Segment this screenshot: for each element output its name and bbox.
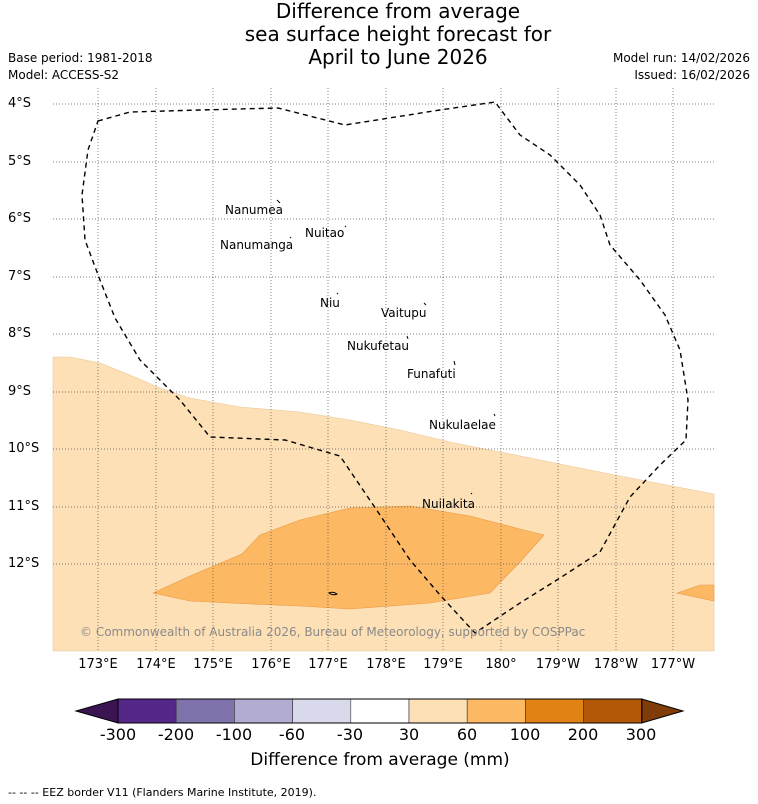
cb-tick-m300: -300 xyxy=(99,725,137,744)
place-vaitupu: Vaitupu xyxy=(381,306,427,320)
colorbar-segment xyxy=(583,698,643,724)
colorbar-extend-high xyxy=(641,698,685,724)
island-markers xyxy=(276,199,496,596)
island-nanumanga-marker xyxy=(289,236,292,239)
cb-tick-60: 60 xyxy=(456,725,478,744)
copyright-notice: © Commonwealth of Australia 2026, Bureau… xyxy=(80,625,586,639)
model-run: Model run: 14/02/2026 xyxy=(612,51,750,65)
colorbar-segment xyxy=(292,698,352,724)
lon-label-175e: 175°E xyxy=(193,657,233,672)
colorbar-title: Difference from average (mm) xyxy=(250,750,510,770)
cb-tick-30: 30 xyxy=(398,725,420,744)
eez-legend-footnote: -- -- -- EEZ border V11 (Flanders Marine… xyxy=(8,786,317,799)
colorbar-segment xyxy=(408,698,468,724)
island-niu-marker xyxy=(336,292,339,295)
cb-tick-100: 100 xyxy=(509,725,541,744)
place-nuitao: Nuitao xyxy=(305,226,345,240)
place-funafuti: Funafuti xyxy=(407,367,456,381)
meta-right: Model run: 14/02/2026 Issued: 16/02/2026 xyxy=(613,50,750,84)
cb-tick-300: 300 xyxy=(625,725,657,744)
lat-label-10s: 10°S xyxy=(8,441,40,456)
chart-title: Difference from average sea surface heig… xyxy=(0,0,758,69)
colorbar-segment xyxy=(525,698,584,724)
meta-left: Base period: 1981-2018 Model: ACCESS-S2 xyxy=(8,50,153,84)
colorbar-segment xyxy=(466,698,526,724)
lon-label-180: 180° xyxy=(485,657,517,672)
lat-label-5s: 5°S xyxy=(8,154,32,169)
colorbar-extend-low xyxy=(74,698,119,724)
island-nukufetau-marker xyxy=(406,335,409,340)
cb-tick-m30: -30 xyxy=(336,725,364,744)
anomaly-region-60-100-east xyxy=(675,584,715,602)
title-line-2: sea surface height forecast for xyxy=(244,22,552,46)
island-nukulaelae-marker xyxy=(493,413,496,417)
lat-label-4s: 4°S xyxy=(8,96,32,111)
island-nuilakita-marker xyxy=(470,492,473,495)
colorbar-segment xyxy=(234,698,293,724)
cb-tick-m60: -60 xyxy=(278,725,306,744)
lon-label-179e: 179°E xyxy=(423,657,463,672)
island-nuitao-marker xyxy=(344,225,347,228)
place-nuilakita: Nuilakita xyxy=(422,497,475,511)
island-funafuti-marker xyxy=(453,360,456,366)
cb-tick-m200: -200 xyxy=(157,725,195,744)
lon-label-179w: 179°W xyxy=(535,657,581,672)
place-nanumanga: Nanumanga xyxy=(220,238,294,252)
title-line-3: April to June 2026 xyxy=(308,45,488,69)
eez-border xyxy=(81,101,689,634)
colorbar-segment xyxy=(175,698,235,724)
lon-label-177w: 177°W xyxy=(650,657,696,672)
lon-label-176e: 176°E xyxy=(251,657,291,672)
lon-label-177e: 177°E xyxy=(308,657,348,672)
place-nukulaelae: Nukulaelae xyxy=(429,418,496,432)
cb-tick-m100: -100 xyxy=(215,725,253,744)
lon-label-174e: 174°E xyxy=(136,657,176,672)
model-name: Model: ACCESS-S2 xyxy=(8,68,120,82)
anomaly-region-60-100 xyxy=(152,505,545,610)
base-period: Base period: 1981-2018 xyxy=(8,51,153,65)
colorbar-outline xyxy=(117,698,643,724)
place-nanumea: Nanumea xyxy=(225,203,283,217)
lon-label-178e: 178°E xyxy=(366,657,406,672)
place-nukufetau: Nukufetau xyxy=(347,339,410,353)
lat-label-12s: 12°S xyxy=(8,556,40,571)
colorbar xyxy=(74,698,685,724)
lat-label-8s: 8°S xyxy=(8,326,32,341)
place-niu: Niu xyxy=(320,296,340,310)
cb-tick-200: 200 xyxy=(567,725,599,744)
issued-date: Issued: 16/02/2026 xyxy=(634,68,750,82)
colorbar-segment xyxy=(117,698,177,724)
grid-lines xyxy=(53,88,714,651)
lat-label-11s: 11°S xyxy=(8,499,40,514)
lon-label-178w: 178°W xyxy=(593,657,639,672)
lat-label-7s: 7°S xyxy=(8,269,32,284)
colorbar-segment xyxy=(350,698,410,724)
island-nanumea-marker xyxy=(276,199,281,204)
small-contour xyxy=(328,591,338,596)
lat-label-9s: 9°S xyxy=(8,384,32,399)
title-line-1: Difference from average xyxy=(275,0,521,23)
lon-label-173e: 173°E xyxy=(78,657,118,672)
island-vaitupu-marker xyxy=(423,302,427,306)
lat-label-6s: 6°S xyxy=(8,211,32,226)
